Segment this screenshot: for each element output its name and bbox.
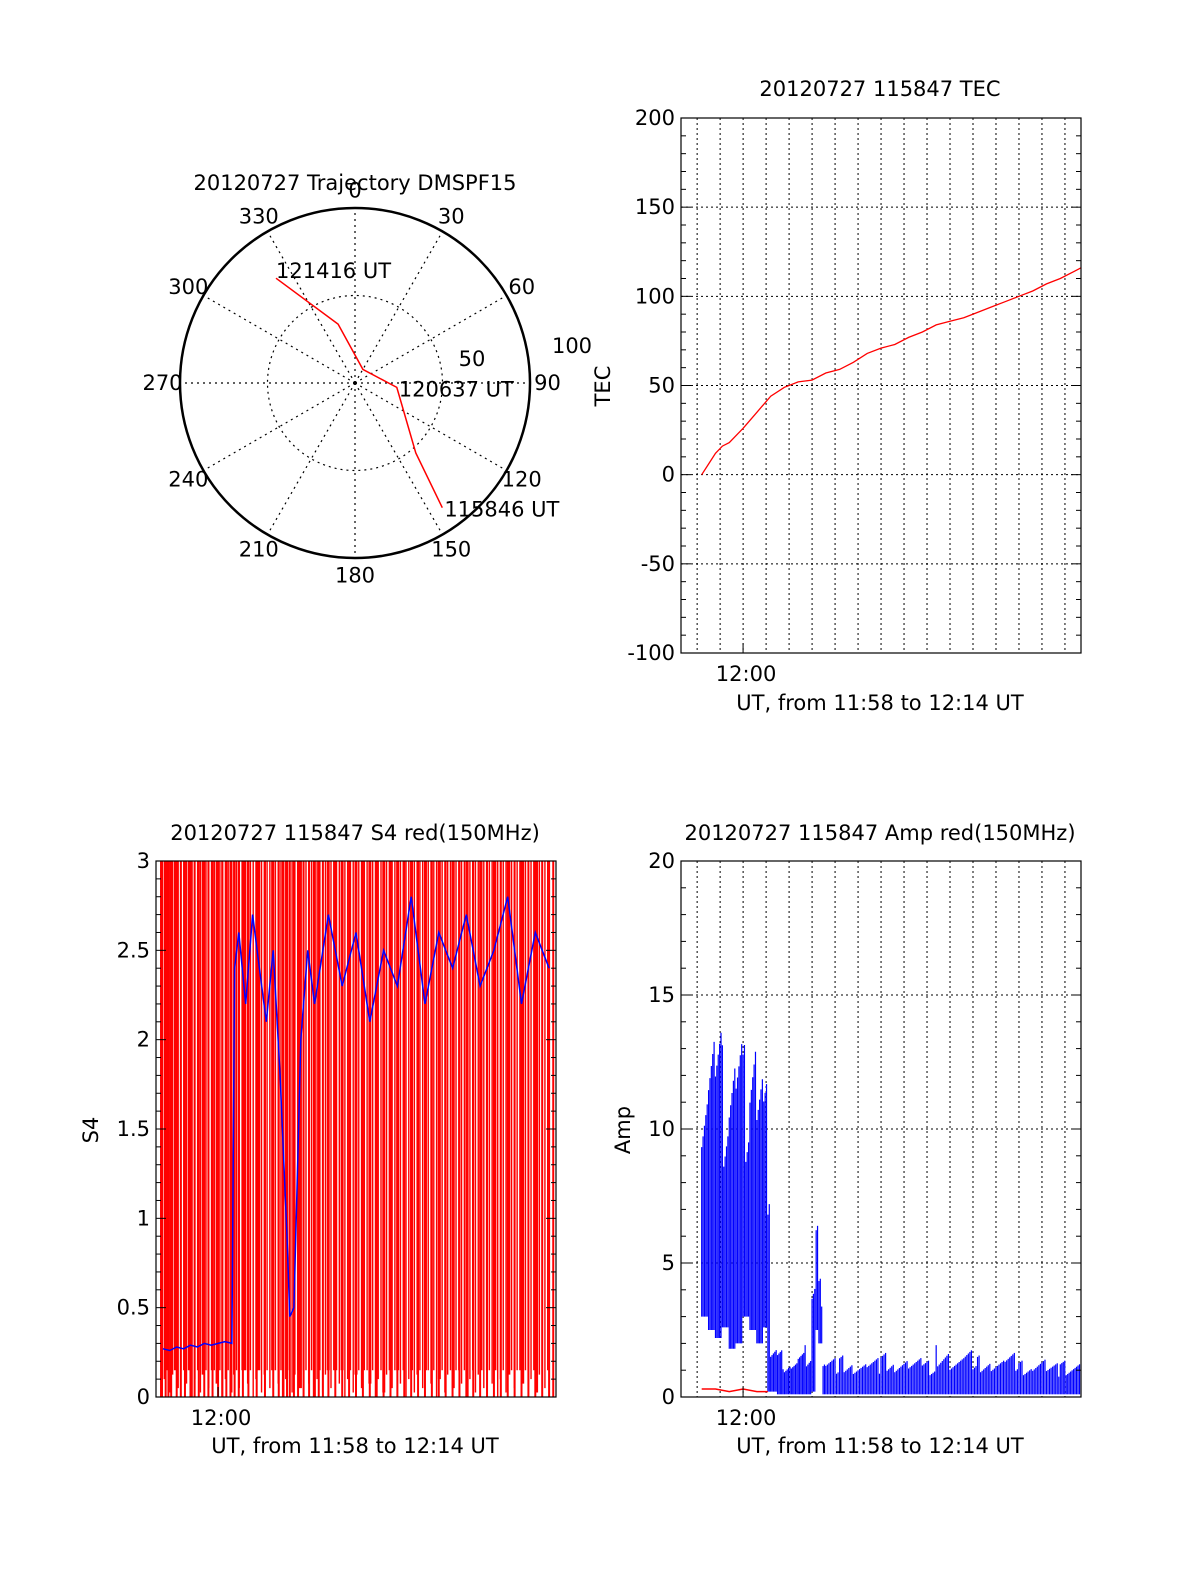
s4-title: 20120727 115847 S4 red(150MHz) [170, 821, 540, 845]
polar-series [275, 277, 443, 509]
x-tick-label: 12:00 [716, 662, 777, 686]
y-tick-label: -50 [641, 552, 675, 576]
trajectory-annotation: 115846 UT [444, 498, 559, 522]
series-line [162, 896, 550, 1352]
tec-title: 20120727 115847 TEC [759, 77, 1000, 101]
s4-xlabel: UT, from 11:58 to 12:14 UT [211, 1434, 499, 1458]
y-tick-label: 1 [137, 1206, 150, 1230]
azimuth-tick-label: 240 [168, 467, 208, 491]
trajectory-line [275, 277, 443, 509]
y-tick-label: 3 [137, 849, 150, 873]
azimuth-tick-label: 210 [239, 538, 279, 562]
azimuth-tick-label: 60 [508, 275, 535, 299]
azimuth-tick-label: 0 [348, 179, 361, 203]
y-tick-label: 10 [648, 1117, 675, 1141]
y-tick-label: 0 [137, 1385, 150, 1409]
amp-ylabel: Amp [611, 1106, 635, 1154]
plot-area [681, 861, 1081, 1397]
y-tick-label: 20 [648, 849, 675, 873]
radial-tick-label: 50 [459, 347, 486, 371]
polar-grid [178, 206, 532, 560]
y-tick-label: 15 [648, 983, 675, 1007]
polar-spoke [203, 294, 356, 384]
tec-xlabel: UT, from 11:58 to 12:14 UT [736, 691, 1024, 715]
polar-spoke [354, 382, 444, 535]
y-tick-label: 2 [137, 1028, 150, 1052]
y-tick-label: -100 [627, 641, 675, 665]
azimuth-tick-label: 90 [534, 371, 561, 395]
amp-title: 20120727 115847 Amp red(150MHz) [684, 821, 1075, 845]
azimuth-tick-label: 330 [239, 204, 279, 228]
y-tick-label: 150 [635, 195, 675, 219]
x-tick-label: 12:00 [191, 1406, 252, 1430]
azimuth-tick-label: 120 [502, 467, 542, 491]
polar-inner-circle [266, 294, 444, 472]
polar-spoke [203, 382, 356, 472]
series-line [701, 1388, 768, 1393]
trajectory-annotation: 120637 UT [399, 377, 514, 401]
amp-xlabel: UT, from 11:58 to 12:14 UT [736, 1434, 1024, 1458]
y-tick-label: 100 [635, 284, 675, 308]
radial-tick-label: 100 [552, 334, 592, 358]
plot-area [160, 861, 555, 1397]
polar-spoke [266, 382, 356, 535]
y-tick-label: 50 [648, 374, 675, 398]
tec-chart: 20120727 115847 TEC TEC UT, from 11:58 t… [591, 77, 1082, 715]
y-tick-label: 200 [635, 106, 675, 130]
polar-spoke [354, 382, 507, 472]
polar-spoke [354, 231, 444, 384]
polar-trajectory-chart: 20120727 Trajectory DMSPF15 0 30 60 90 120 15… [142, 171, 592, 588]
y-tick-label: 0 [662, 463, 675, 487]
amp-chart: 20120727 115847 Amp red(150MHz) Amp UT, … [611, 821, 1082, 1458]
polar-spoke [266, 231, 356, 384]
polar-title: 20120727 Trajectory DMSPF15 [193, 171, 516, 195]
azimuth-tick-label: 30 [438, 204, 465, 228]
azimuth-tick-label: 150 [431, 538, 471, 562]
polar-spoke [354, 294, 507, 384]
plot-area [681, 118, 1082, 653]
y-tick-label: 1.5 [117, 1117, 150, 1141]
azimuth-tick-label: 300 [168, 275, 208, 299]
azimuth-tick-label: 270 [142, 371, 182, 395]
y-tick-label: 0 [662, 1385, 675, 1409]
s4-chart: 20120727 115847 S4 red(150MHz) S4 UT, fr… [79, 821, 557, 1458]
tec-ylabel: TEC [591, 366, 615, 408]
y-tick-label: 0.5 [117, 1296, 150, 1320]
polar-annotations: 121416 UT 120637 UT 115846 UT [276, 259, 560, 522]
s4-ylabel: S4 [79, 1117, 103, 1144]
trajectory-annotation: 121416 UT [276, 259, 391, 283]
series-line [701, 267, 1082, 476]
x-tick-label: 12:00 [716, 1406, 777, 1430]
y-tick-label: 2.5 [117, 938, 150, 962]
azimuth-tick-label: 180 [335, 564, 375, 588]
polar-tick-labels: 0 30 60 90 120 150 180 210 240 270 300 330 50 100 [142, 179, 592, 588]
y-tick-label: 5 [662, 1251, 675, 1275]
